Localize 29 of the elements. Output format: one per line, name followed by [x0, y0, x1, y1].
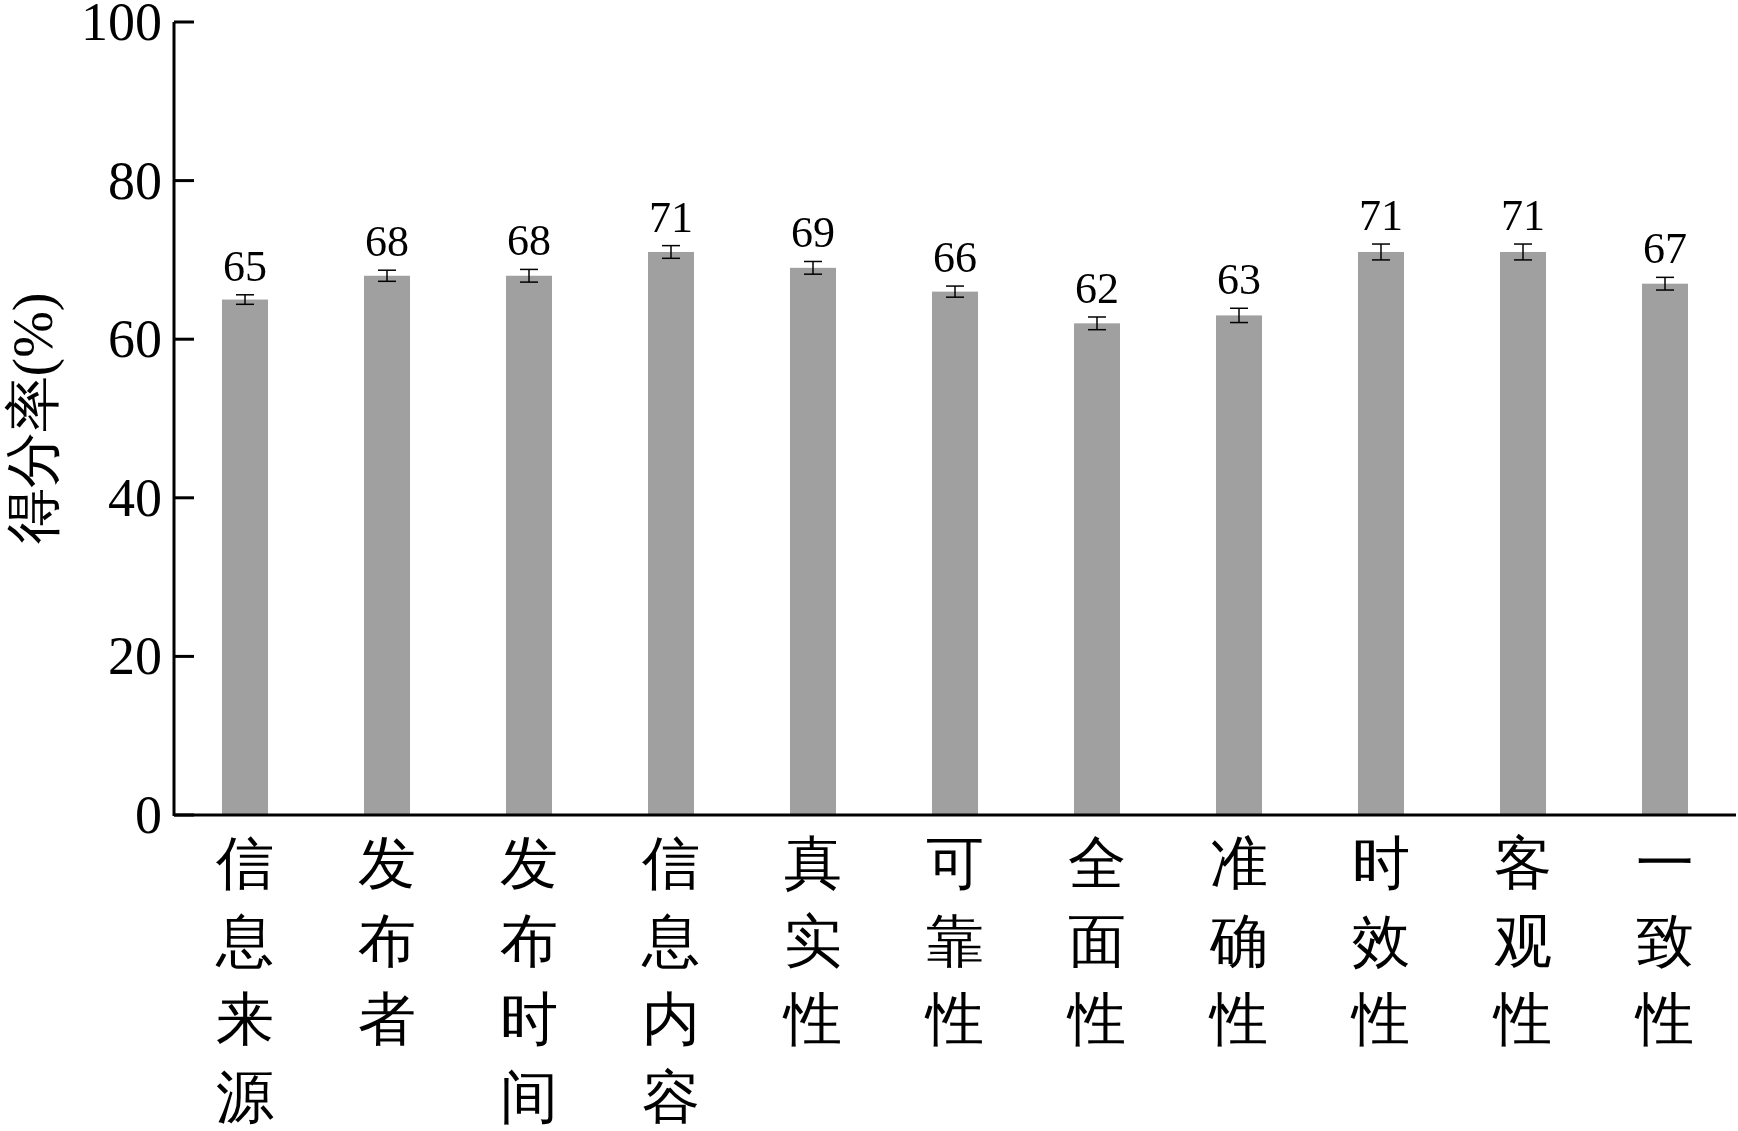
data-label: 71	[649, 192, 693, 242]
y-tick-label: 100	[81, 0, 162, 52]
x-tick-label: 真实性	[782, 831, 842, 1052]
x-tick-label: 准确性	[1208, 831, 1268, 1052]
data-label: 62	[1075, 264, 1119, 313]
data-label: 66	[933, 233, 977, 283]
y-tick-label: 40	[108, 467, 162, 528]
x-tick-label: 一致性	[1634, 831, 1694, 1052]
x-tick-label: 全面性	[1066, 831, 1126, 1052]
data-label: 71	[1501, 191, 1545, 241]
data-label: 68	[507, 216, 551, 266]
x-tick-label: 信息内容	[641, 831, 700, 1130]
y-tick-label: 20	[108, 626, 162, 687]
x-tick-label: 发布时间	[500, 831, 558, 1130]
x-tick-label: 发布者	[358, 831, 416, 1052]
data-label: 67	[1643, 224, 1687, 274]
data-label: 68	[365, 217, 409, 267]
data-label: 63	[1217, 255, 1261, 305]
x-tick-label: 时效性	[1350, 831, 1410, 1052]
data-label: 71	[1359, 191, 1403, 241]
x-tick-label: 客观性	[1492, 831, 1552, 1052]
data-label: 65	[223, 241, 267, 291]
y-tick-label: 0	[135, 785, 162, 845]
x-tick-label: 可靠性	[924, 831, 984, 1052]
data-label: 69	[791, 208, 835, 258]
x-tick-label: 信息来源	[215, 831, 274, 1130]
y-tick-label: 80	[108, 150, 162, 211]
y-tick-label: 60	[108, 309, 162, 370]
y-axis-title: 得分率(%)	[2, 292, 65, 545]
